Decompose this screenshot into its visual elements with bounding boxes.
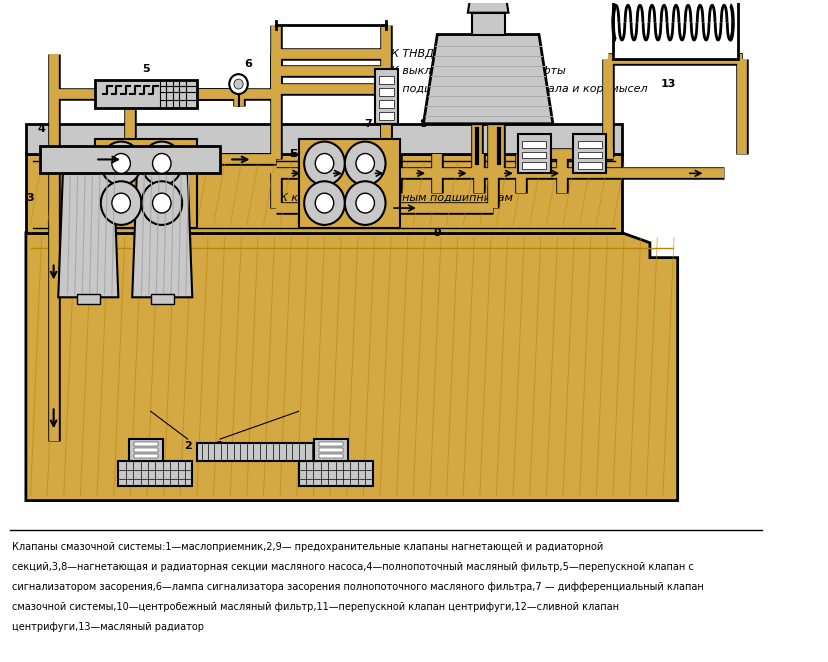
Bar bbox=[375, 70, 397, 124]
Circle shape bbox=[142, 181, 182, 225]
Text: 12: 12 bbox=[599, 148, 615, 158]
Polygon shape bbox=[26, 124, 622, 154]
Bar bbox=[378, 88, 393, 96]
Text: смазочной системы,10—центробежный масляный фильтр,11—перепускной клапан центрифу: смазочной системы,10—центробежный маслян… bbox=[12, 602, 619, 612]
Circle shape bbox=[344, 181, 385, 225]
Text: центрифуги,13—масляный радиатор: центрифуги,13—масляный радиатор bbox=[12, 622, 204, 632]
Text: А: А bbox=[387, 148, 395, 158]
Bar bbox=[319, 448, 343, 452]
Bar bbox=[577, 152, 601, 158]
Bar bbox=[518, 134, 551, 173]
Bar bbox=[522, 140, 546, 148]
Text: К выключателю  гидромуфты: К выключателю гидромуфты bbox=[391, 66, 566, 76]
Bar bbox=[378, 112, 393, 120]
Polygon shape bbox=[423, 34, 552, 124]
Text: 1: 1 bbox=[216, 441, 224, 451]
Circle shape bbox=[315, 193, 334, 213]
Polygon shape bbox=[467, 0, 508, 13]
Text: В: В bbox=[326, 148, 335, 158]
Circle shape bbox=[152, 193, 171, 213]
Text: Б: Б bbox=[290, 148, 298, 158]
Circle shape bbox=[355, 154, 374, 173]
Text: 7: 7 bbox=[363, 118, 372, 128]
Bar bbox=[378, 100, 393, 108]
Text: 9: 9 bbox=[433, 228, 440, 238]
Text: К ТНВД: К ТНВД bbox=[391, 50, 433, 60]
Text: Клапаны смазочной системы:1—маслоприемник,2,9— предохранительные клапаны нагнета: Клапаны смазочной системы:1—маслоприемни… bbox=[12, 542, 603, 552]
Text: 10: 10 bbox=[508, 99, 523, 109]
Polygon shape bbox=[132, 173, 192, 297]
Text: 5: 5 bbox=[142, 64, 150, 74]
Text: 6: 6 bbox=[243, 60, 252, 70]
Bar bbox=[40, 146, 219, 173]
Bar bbox=[77, 295, 99, 305]
Bar bbox=[471, 13, 504, 34]
Text: 2: 2 bbox=[184, 441, 191, 451]
Bar bbox=[129, 439, 162, 461]
Text: 13: 13 bbox=[660, 79, 676, 89]
Bar bbox=[522, 162, 546, 169]
Circle shape bbox=[101, 181, 142, 225]
Circle shape bbox=[304, 142, 344, 185]
Bar bbox=[612, 0, 737, 60]
Bar bbox=[298, 138, 400, 228]
Text: 4: 4 bbox=[37, 124, 46, 134]
Bar bbox=[314, 439, 347, 461]
Text: К подшипникам  распредвала и коромысел: К подшипникам распредвала и коромысел bbox=[391, 84, 647, 94]
Text: секций,3,8—нагнетающая и радиаторная секции масляного насоса,4—полнопоточный мас: секций,3,8—нагнетающая и радиаторная сек… bbox=[12, 562, 693, 572]
Text: 8: 8 bbox=[419, 118, 426, 128]
Bar bbox=[134, 448, 158, 452]
Bar bbox=[134, 442, 158, 446]
Bar bbox=[378, 76, 393, 84]
Circle shape bbox=[304, 181, 344, 225]
Circle shape bbox=[315, 154, 334, 173]
Circle shape bbox=[142, 142, 182, 185]
Bar bbox=[298, 461, 372, 486]
Circle shape bbox=[344, 142, 385, 185]
Text: К коренным и шатунным подшипникам: К коренным и шатунным подшипникам bbox=[280, 193, 513, 203]
Bar bbox=[572, 134, 606, 173]
Bar bbox=[319, 442, 343, 446]
Polygon shape bbox=[26, 154, 622, 233]
Text: колен вала: колен вала bbox=[307, 208, 373, 218]
Bar bbox=[95, 80, 197, 108]
Polygon shape bbox=[58, 173, 118, 297]
Circle shape bbox=[152, 154, 171, 173]
Text: сигнализатором засорения,6—лампа сигнализатора засорения полнопоточного масляног: сигнализатором засорения,6—лампа сигнали… bbox=[12, 582, 703, 592]
Bar bbox=[197, 443, 317, 461]
Text: 11: 11 bbox=[549, 148, 565, 158]
Polygon shape bbox=[26, 233, 676, 500]
Bar bbox=[522, 152, 546, 158]
Circle shape bbox=[233, 79, 243, 89]
Bar bbox=[95, 138, 197, 228]
Circle shape bbox=[229, 74, 248, 94]
Circle shape bbox=[101, 142, 142, 185]
Bar bbox=[118, 461, 192, 486]
Circle shape bbox=[112, 154, 130, 173]
Text: 3: 3 bbox=[26, 193, 34, 203]
Bar bbox=[577, 140, 601, 148]
Bar bbox=[577, 162, 601, 169]
Bar bbox=[134, 454, 158, 458]
Text: К компрессору: К компрессору bbox=[594, 168, 688, 178]
Circle shape bbox=[112, 193, 130, 213]
Circle shape bbox=[355, 193, 374, 213]
Bar bbox=[151, 295, 174, 305]
Bar bbox=[319, 454, 343, 458]
